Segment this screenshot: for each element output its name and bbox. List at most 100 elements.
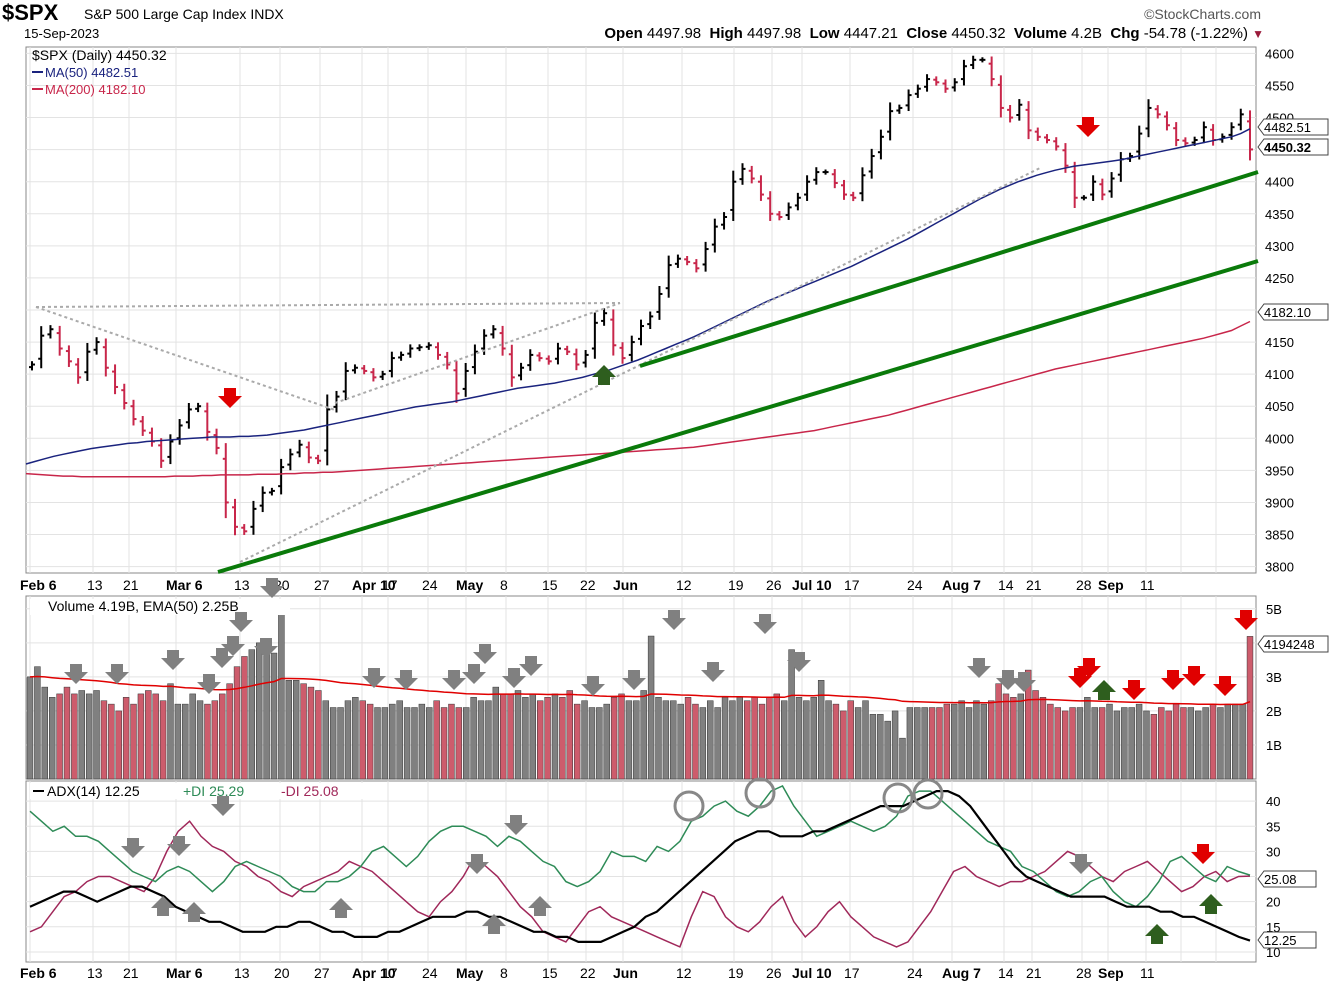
- price-tag-box: [1257, 303, 1329, 321]
- volume-bar: [559, 697, 566, 780]
- x-tick-label: Apr 10: [352, 965, 396, 981]
- ma200-legend: MA(200) 4182.10: [45, 82, 145, 97]
- x-tick-label: May: [456, 577, 483, 593]
- volume-bar: [1135, 703, 1143, 780]
- volume-bar: [662, 700, 670, 780]
- price-tag-box: [1257, 138, 1329, 156]
- volume-bar: [1113, 710, 1121, 780]
- volume-bar: [633, 700, 640, 780]
- volume-bar: [862, 700, 869, 780]
- x-tick-label: 17: [382, 577, 398, 593]
- volume-down-arrow-icon: [502, 668, 526, 688]
- volume-bar: [758, 703, 766, 780]
- volume-down-arrow-icon: [442, 670, 466, 690]
- volume-bar: [891, 710, 899, 780]
- volume-bar: [647, 635, 655, 780]
- volume-bar: [211, 700, 219, 780]
- x-tick-label: 21: [123, 965, 139, 981]
- volume-bar: [1165, 710, 1172, 780]
- x-tick-label: 15: [542, 965, 558, 981]
- volume-bar: [455, 707, 463, 780]
- volume-down-arrow-icon: [519, 656, 543, 676]
- adx-up-arrow-icon: [151, 896, 175, 916]
- volume-bar: [1054, 707, 1061, 780]
- x-tick-label: 26: [766, 965, 782, 981]
- volume-bar: [403, 707, 411, 780]
- volume-bar: [1246, 636, 1254, 780]
- volume-down-arrow-icon: [229, 612, 253, 632]
- volume-bar: [1150, 714, 1158, 780]
- adx-tag-text: 12.25: [1264, 933, 1297, 948]
- adx-y-tick: 30: [1266, 844, 1280, 859]
- volume-bar: [684, 697, 692, 780]
- adx-y-tick: 15: [1266, 920, 1280, 935]
- volume-bar: [278, 601, 285, 780]
- volume-bar: [263, 652, 270, 780]
- volume-bar: [973, 700, 980, 780]
- volume-bar: [352, 697, 359, 780]
- x-tick-label: 24: [422, 577, 438, 593]
- volume-bar: [152, 693, 159, 780]
- volume-bar: [1024, 669, 1032, 780]
- volume-bar: [115, 710, 122, 780]
- x-tick-label: Feb 6: [20, 965, 57, 981]
- volume-red-down-arrow-icon: [1161, 670, 1185, 690]
- highlight-circle-icon: [882, 782, 914, 814]
- dropdown-triangle-icon[interactable]: ▼: [1252, 27, 1264, 41]
- volume-down-arrow-icon: [197, 674, 221, 694]
- volume-bar: [825, 700, 832, 780]
- x-tick-label: 15: [542, 577, 558, 593]
- volume-bar: [56, 693, 63, 780]
- volume-down-arrow-icon: [1012, 672, 1036, 692]
- volume-bar: [1091, 707, 1098, 780]
- ma50-legend: MA(50) 4482.51: [45, 65, 138, 80]
- volume-bar: [995, 683, 1002, 780]
- exchange: INDX: [250, 6, 284, 22]
- dotted-trendline: [334, 302, 621, 404]
- ma50-line: [25, 128, 1251, 465]
- price-legend-main: $SPX (Daily) 4450.32: [32, 47, 167, 63]
- volume-bar: [34, 666, 41, 780]
- up-arrow-icon: [592, 365, 616, 385]
- volume-bar: [1098, 707, 1106, 780]
- x-tick-label: 27: [314, 577, 330, 593]
- adx-down-arrow-icon: [121, 838, 145, 858]
- high-value: 4497.98: [746, 25, 802, 42]
- volume-bar: [85, 693, 93, 780]
- volume-bar: [603, 703, 610, 780]
- volume-bar: [1195, 710, 1202, 780]
- volume-bar: [226, 683, 233, 780]
- volume-down-arrow-icon: [105, 664, 129, 684]
- volume-y-tick: 2B: [1266, 704, 1282, 719]
- volume-bar: [204, 703, 211, 780]
- volume-bar: [1239, 703, 1246, 780]
- x-tick-label: Jul 10: [792, 965, 832, 981]
- ma200-line: [25, 320, 1251, 478]
- open-value: 4497.98: [646, 25, 702, 42]
- price-y-tick: 4600: [1265, 46, 1294, 61]
- close-label: Close: [906, 25, 948, 42]
- x-tick-label: 14: [998, 965, 1014, 981]
- adx-down-arrow-icon: [1069, 854, 1093, 874]
- volume-bar: [514, 690, 522, 780]
- volume-bar: [307, 686, 315, 780]
- volume-bar: [1217, 707, 1224, 780]
- volume-bar: [396, 700, 403, 780]
- x-tick-label: 13: [87, 965, 103, 981]
- volume-bar: [766, 697, 773, 780]
- volume-bar: [174, 703, 182, 780]
- price-y-tick: 4100: [1265, 367, 1294, 382]
- x-tick-label: 13: [234, 577, 250, 593]
- volume-bar: [418, 703, 426, 780]
- adx-down-arrow-icon: [465, 854, 489, 874]
- price-y-tick: 4550: [1265, 78, 1294, 93]
- volume-bar: [196, 700, 204, 780]
- volume-bar: [566, 690, 573, 780]
- plus-di-line: [29, 785, 1251, 908]
- x-tick-label: May: [456, 965, 483, 981]
- highlight-circle-icon: [912, 778, 944, 810]
- volume-down-arrow-icon: [662, 610, 686, 630]
- volume-bar: [322, 700, 329, 780]
- volume-down-arrow-icon: [161, 650, 185, 670]
- volume-bar: [714, 707, 721, 780]
